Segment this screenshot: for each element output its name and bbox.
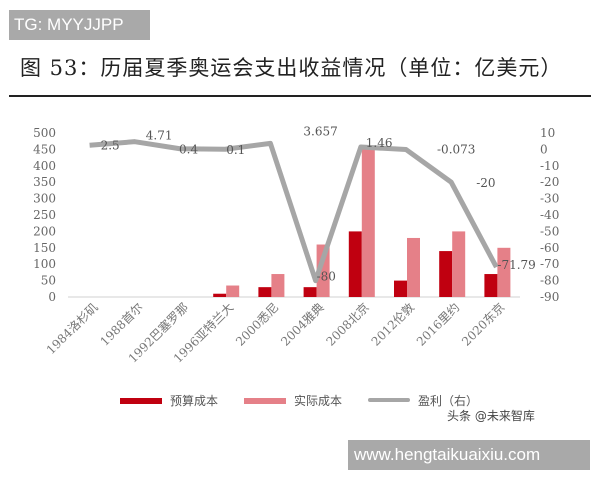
watermark-tag: TG: MYYJJPP: [9, 10, 150, 40]
data-label: -80: [317, 270, 336, 284]
bar-series: [213, 149, 511, 297]
x-axis-labels: 1984洛杉矶1988首尔1992巴塞罗那1996亚特兰大2000悉尼2004雅…: [43, 300, 507, 366]
left-tick-label: 200: [33, 224, 56, 238]
actual-bar: [271, 274, 285, 297]
right-tick-label: -40: [540, 208, 559, 222]
left-axis: 0 50 100 150 200 250 300 350 400 450 500: [33, 126, 56, 304]
budget-bar: [348, 231, 362, 297]
right-tick-label: -50: [540, 224, 559, 238]
actual-bar: [316, 244, 330, 297]
data-label: 0.4: [179, 143, 198, 157]
budget-bar: [484, 274, 498, 297]
x-tick-label: 2016里约: [413, 300, 462, 349]
data-label: 1.46: [366, 136, 393, 150]
left-tick-label: 50: [41, 274, 56, 288]
watermark-source: 头条 @未来智库: [447, 409, 535, 423]
chart-title: 图 53：历届夏季奥运会支出收益情况（单位：亿美元）: [20, 56, 563, 80]
left-tick-label: 350: [33, 175, 56, 189]
right-axis: 10 0 -10 -20 -30 -40 -50 -60 -70 -80 -90: [540, 126, 559, 304]
legend-swatch: [368, 398, 410, 402]
legend-swatch: [120, 398, 162, 404]
title-divider: [9, 95, 591, 97]
x-tick-label: 2000悉尼: [233, 300, 281, 348]
x-tick-label: 2004雅典: [278, 300, 327, 349]
right-tick-label: -70: [540, 257, 559, 271]
left-tick-label: 0: [48, 290, 56, 304]
right-tick-label: 10: [540, 126, 555, 140]
left-tick-label: 400: [33, 159, 56, 173]
left-tick-label: 450: [33, 142, 56, 156]
data-label: -71.79: [497, 258, 535, 272]
right-tick-label: -80: [540, 274, 559, 288]
data-label: 0.1: [226, 143, 245, 157]
actual-bar: [452, 231, 466, 297]
data-label: 3.657: [303, 124, 337, 138]
x-tick-label: 1984洛杉矶: [43, 300, 101, 358]
left-tick-label: 150: [33, 241, 56, 255]
x-tick-label: 1988首尔: [97, 300, 146, 349]
legend-label: 盈利（右）: [418, 393, 478, 408]
right-tick-label: -30: [540, 192, 559, 206]
budget-bar: [394, 280, 407, 297]
right-tick-label: -10: [540, 159, 559, 173]
left-tick-label: 250: [33, 208, 56, 222]
actual-bar: [361, 149, 375, 297]
budget-bar: [439, 251, 453, 297]
left-tick-label: 100: [33, 257, 56, 271]
budget-bar: [213, 293, 227, 297]
budget-bar: [303, 287, 317, 297]
legend-swatch: [244, 398, 286, 404]
x-tick-label: 2020东京: [459, 300, 507, 348]
watermark-url: www.hengtaikuaixiu.com: [348, 440, 590, 470]
data-label: -20: [476, 176, 495, 190]
profit-line: [89, 139, 499, 284]
right-tick-label: -60: [540, 241, 559, 255]
data-label: 4.71: [146, 129, 173, 143]
legend: 预算成本 实际成本 盈利（右）: [120, 393, 478, 408]
left-tick-label: 300: [33, 192, 56, 206]
data-labels: 2.5 4.71 0.4 0.1 3.657 -80 1.46 -0.073 -20 -71.79: [101, 124, 536, 283]
right-tick-label: -20: [540, 175, 559, 189]
data-label: -0.073: [437, 143, 475, 157]
x-tick-label: 2008北京: [323, 300, 371, 348]
right-tick-label: -90: [540, 290, 559, 304]
actual-bar: [497, 247, 511, 297]
legend-label: 预算成本: [170, 393, 218, 408]
legend-label: 实际成本: [294, 393, 342, 408]
data-label: 2.5: [101, 138, 120, 152]
budget-bar: [258, 287, 272, 297]
left-tick-label: 500: [33, 126, 56, 140]
actual-bar: [226, 285, 240, 297]
actual-bar: [407, 237, 420, 297]
x-tick-label: 2012伦敦: [368, 300, 417, 349]
right-tick-label: 0: [540, 142, 548, 156]
